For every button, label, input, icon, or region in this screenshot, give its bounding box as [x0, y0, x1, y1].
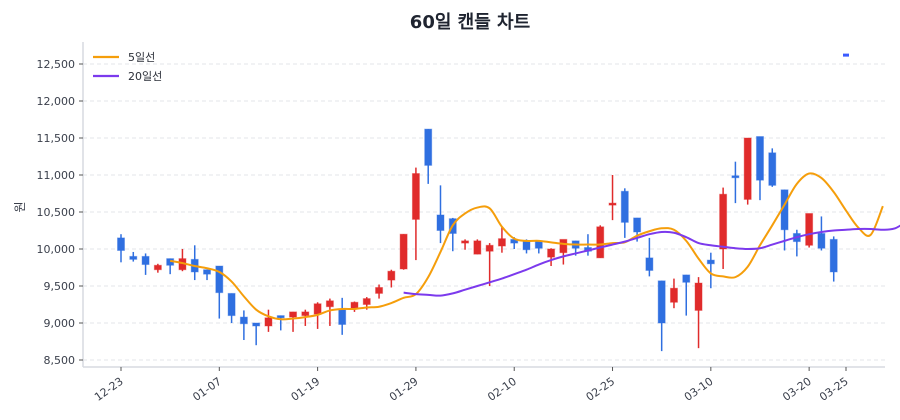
y-tick-label: 9,500: [44, 280, 76, 293]
candle: [411, 167, 420, 261]
candle: [792, 229, 801, 257]
y-axis: 8,500 9,000 9,500 10,000 10,500 11,000 11,500 1…: [37, 42, 84, 367]
candle: [706, 252, 715, 289]
y-tick-label: 10,500: [37, 206, 76, 219]
chart-title: 60일 캔들 차트: [410, 12, 530, 33]
candle: [682, 274, 691, 316]
candle: [694, 277, 703, 349]
candle: [264, 309, 273, 332]
legend: 5일선 20일선: [93, 50, 162, 83]
candle: [645, 237, 654, 277]
candle: [153, 263, 162, 273]
candle: [731, 161, 740, 204]
candle: [141, 253, 150, 275]
moving-average-lines: [169, 172, 900, 321]
y-tick-label: 12,500: [37, 58, 76, 71]
candle: [719, 187, 728, 269]
ma20-line: [403, 224, 900, 297]
candle: [190, 245, 199, 281]
x-tick-label: 01-19: [289, 375, 323, 404]
y-tick-label: 10,000: [37, 243, 76, 256]
candle: [375, 284, 384, 299]
candle: [350, 301, 359, 312]
x-tick-label: 03-25: [817, 375, 851, 404]
x-tick-label: 02-25: [584, 375, 618, 404]
candle: [276, 315, 285, 331]
candle: [424, 128, 433, 184]
candle: [338, 297, 347, 335]
candle: [829, 236, 838, 282]
candle: [399, 233, 408, 270]
candles-layer: [117, 53, 849, 352]
candle: [203, 269, 212, 281]
candle: [436, 185, 445, 244]
candle: [461, 239, 470, 250]
candle: [227, 292, 236, 323]
y-axis-label: 원: [13, 201, 27, 212]
last-price-marker: [843, 53, 849, 57]
candle: [252, 322, 261, 346]
y-tick-label: 11,000: [37, 169, 76, 182]
candle: [755, 136, 764, 201]
x-tick-label: 02-10: [485, 375, 519, 404]
candle: [534, 240, 543, 254]
candle: [473, 239, 482, 255]
x-tick-label: 12-23: [92, 375, 126, 404]
ma5-line: [169, 172, 884, 321]
y-tick-label: 8,500: [44, 354, 76, 367]
candle: [387, 269, 396, 288]
x-tick-label: 03-20: [780, 375, 814, 404]
candle: [239, 310, 248, 341]
candle: [743, 137, 752, 205]
candle: [117, 234, 125, 263]
x-tick-label: 01-29: [387, 375, 421, 404]
candle: [805, 212, 814, 248]
candle: [215, 265, 224, 319]
candle: [289, 311, 298, 332]
candle: [768, 148, 777, 187]
x-axis: 12-23 01-07 01-19 01-29 02-10 02-25 03-10 03-20…: [83, 366, 885, 404]
candle: [817, 216, 826, 251]
legend-label: 5일선: [128, 50, 155, 64]
candle: [596, 225, 605, 259]
x-tick-label: 03-10: [682, 375, 716, 404]
y-tick-label: 11,500: [37, 132, 76, 145]
candle: [325, 298, 334, 326]
y-tick-label: 12,000: [37, 95, 76, 108]
candle: [547, 248, 556, 267]
candle: [669, 278, 678, 309]
legend-label: 20일선: [128, 69, 162, 83]
candle: [620, 188, 629, 238]
candle: [657, 280, 666, 352]
candle: [485, 243, 494, 286]
candle: [129, 251, 138, 262]
candle: [608, 175, 617, 221]
grid-lines: [83, 63, 885, 361]
candle: [497, 226, 506, 253]
x-tick-label: 01-07: [190, 375, 224, 404]
candle: [178, 249, 187, 272]
y-tick-label: 9,000: [44, 317, 76, 330]
